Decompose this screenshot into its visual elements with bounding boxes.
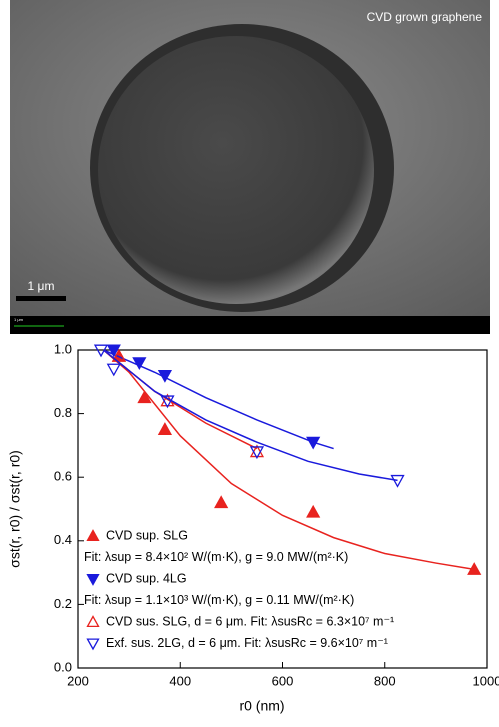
hole [98, 36, 374, 304]
info-bar [10, 316, 490, 334]
marker [214, 495, 229, 509]
legend-marker [86, 615, 100, 628]
scale-label: 1 μm [28, 279, 55, 293]
marker [93, 344, 109, 358]
marker [390, 474, 405, 488]
marker [157, 422, 173, 435]
y-axis-label: σst(r, r0) / σst(r, r0) [7, 450, 23, 568]
y-tick-label: 0.0 [54, 659, 72, 674]
legend-fit-label: Fit: λsup = 1.1×10³ W/(m·K), g = 0.11 MW… [84, 593, 354, 607]
footer-scale: 1 μm [14, 317, 24, 322]
x-tick-label: 200 [67, 673, 89, 688]
marker [132, 357, 147, 371]
x-tick-label: 1000 [473, 673, 499, 688]
chart: r0 (nm) σst(r, r0) / σst(r, r0) 200 400 60… [7, 341, 499, 713]
marker [106, 344, 121, 358]
x-tick-label: 400 [169, 673, 191, 688]
legend-marker [86, 638, 100, 651]
marker [467, 562, 482, 575]
legend-marker [86, 573, 100, 586]
fit-line [103, 349, 258, 450]
legend-marker [86, 529, 100, 542]
marker [137, 390, 152, 404]
x-tick-label: 800 [374, 673, 396, 688]
scale-bar [16, 296, 66, 301]
y-tick-label: 0.6 [54, 469, 72, 484]
marker [160, 395, 175, 409]
marker [249, 446, 265, 460]
legend-label: CVD sup. 4LG [106, 571, 187, 585]
y-tick-label: 0.8 [54, 405, 72, 420]
x-axis-label: r0 (nm) [239, 698, 284, 714]
marker [157, 369, 173, 383]
y-tick-label: 0.2 [54, 596, 72, 611]
legend-fit-label: Fit: λsup = 8.4×10² W/(m·K), g = 9.0 MW/… [84, 550, 348, 564]
legend-label: Exf. sus. 2LG, d = 6 μm. Fit: λsusRc = 9… [106, 636, 388, 650]
marker [306, 504, 321, 518]
y-tick-label: 1.0 [54, 341, 72, 356]
legend-label: CVD sup. SLG [106, 528, 188, 542]
marker [306, 436, 321, 450]
marker [111, 349, 127, 362]
y-tick-label: 0.4 [54, 532, 72, 547]
sem-photo: CVD grown graphene 1 μm 1 μm [10, 0, 490, 334]
photo-caption: CVD grown graphene [367, 10, 483, 24]
fit-line [103, 349, 398, 482]
x-tick-label: 600 [272, 673, 294, 688]
marker [106, 363, 121, 377]
legend-label: CVD sus. SLG, d = 6 μm. Fit: λsusRc = 6.… [106, 614, 394, 628]
